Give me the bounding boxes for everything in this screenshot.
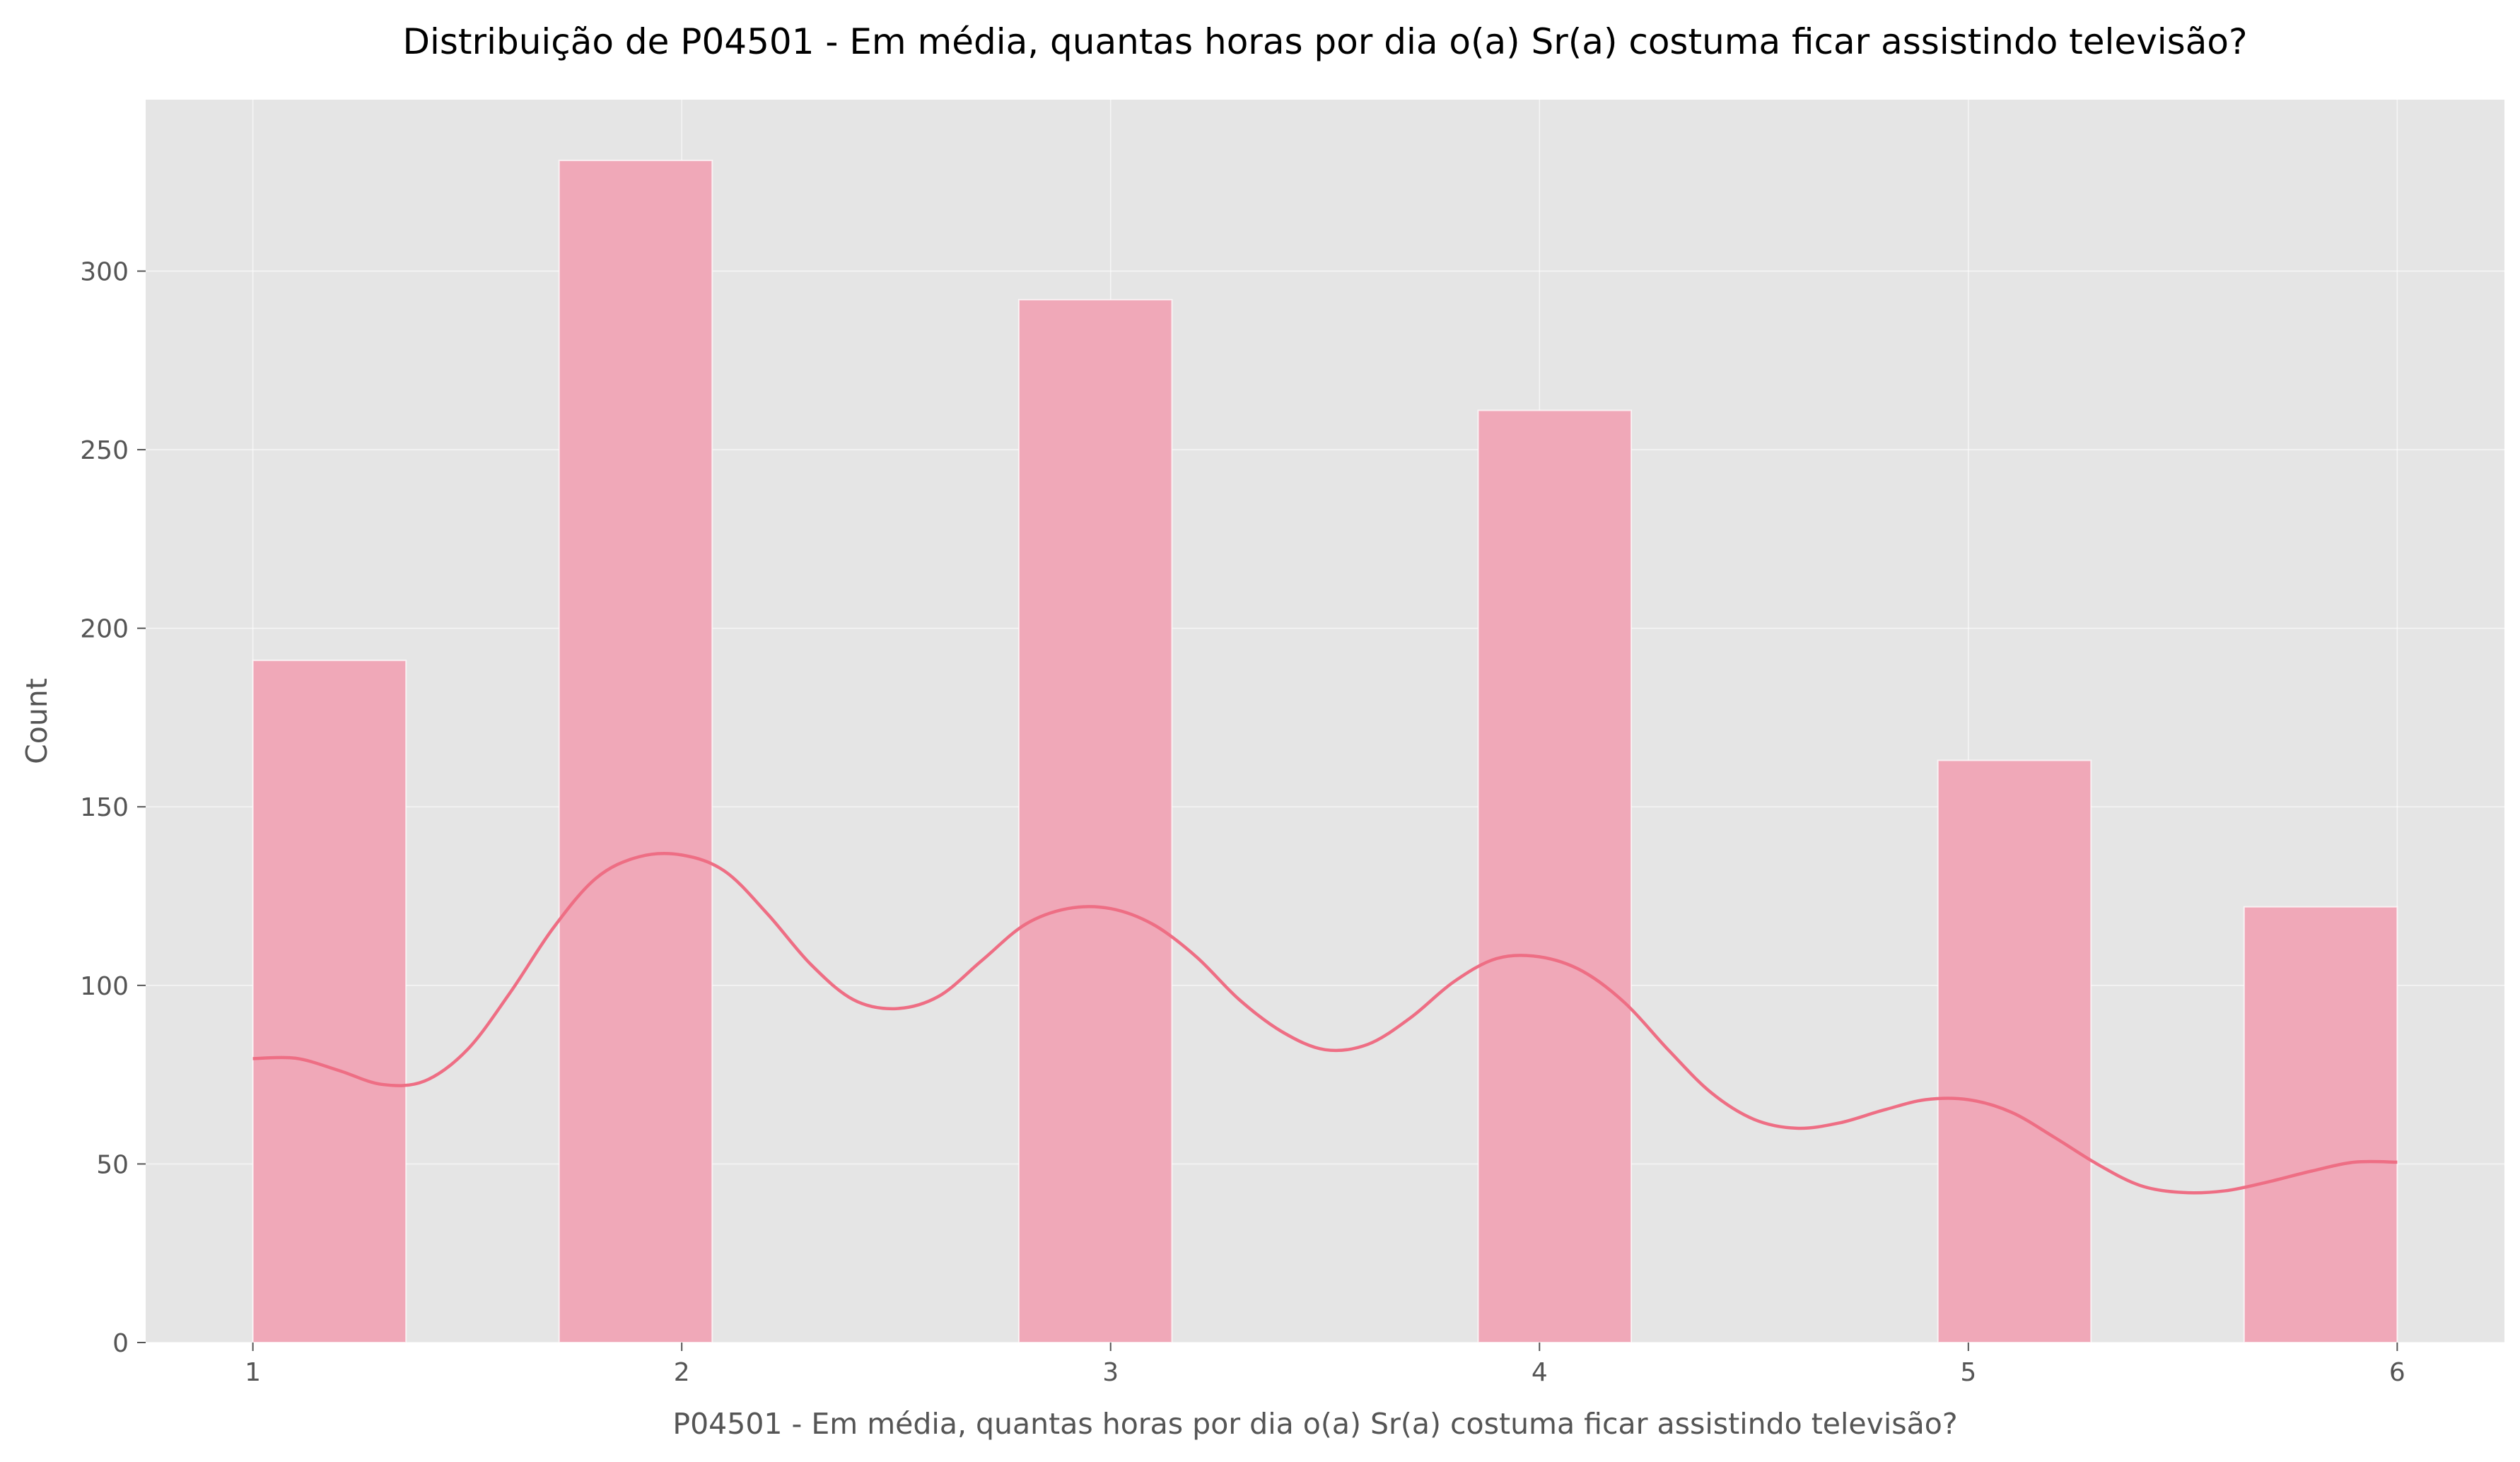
- histogram-bar: [558, 159, 713, 1344]
- plot-background: [146, 100, 2504, 1343]
- chart-title: Distribuição de P04501 - Em média, quant…: [402, 21, 2247, 62]
- histogram-bar: [252, 660, 407, 1343]
- x-axis-ticks: 1 2 3 4 5 6: [245, 1343, 2405, 1387]
- y-axis-ticks: 0 50 100 150 200 250 300: [80, 257, 146, 1358]
- y-tick-label: 150: [80, 793, 129, 822]
- x-tick-label: 4: [1532, 1358, 1548, 1387]
- histogram-bar: [2243, 906, 2398, 1344]
- x-tick-label: 3: [1102, 1358, 1119, 1387]
- x-tick-label: 1: [245, 1358, 261, 1387]
- y-tick-label: 300: [80, 257, 129, 286]
- kde-line: [252, 852, 2398, 1195]
- x-tick-label: 5: [1960, 1358, 1976, 1387]
- y-tick-label: 200: [80, 615, 129, 644]
- x-tick-label: 6: [2389, 1358, 2405, 1387]
- y-tick-label: 250: [80, 436, 129, 465]
- histogram-bar: [1017, 298, 1173, 1343]
- y-tick-label: 100: [80, 972, 129, 1001]
- x-axis-label: P04501 - Em média, quantas horas por dia…: [672, 1407, 1957, 1441]
- histogram-bar: [1477, 409, 1633, 1343]
- histogram-bars: [252, 159, 2398, 1344]
- y-tick-label: 50: [96, 1150, 129, 1179]
- grid-lines: [146, 100, 2504, 1343]
- y-axis-label: Count: [20, 678, 54, 764]
- y-tick-label: 0: [112, 1329, 129, 1358]
- histogram-bar: [1937, 759, 2092, 1343]
- x-tick-label: 2: [674, 1358, 690, 1387]
